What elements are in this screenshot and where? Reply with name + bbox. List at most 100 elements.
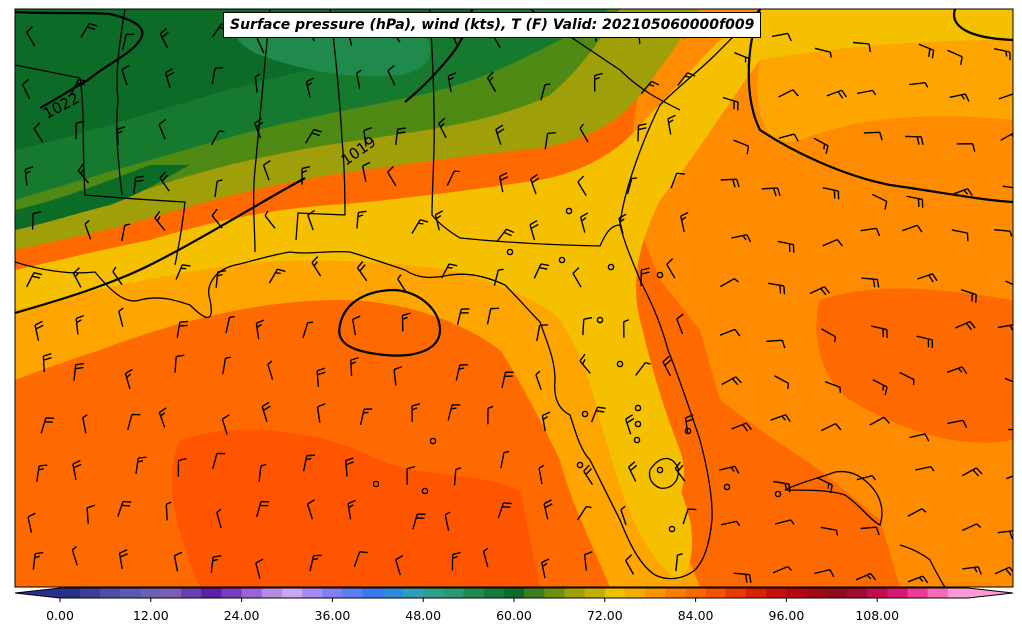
wind-barb — [118, 549, 129, 570]
wind-barb — [947, 419, 968, 429]
calm-wind-circle — [565, 207, 573, 215]
wind-barb — [124, 368, 133, 390]
wind-barb — [387, 165, 397, 187]
wind-barb — [997, 530, 1013, 540]
colorbar-segment — [281, 588, 303, 598]
colorbar-segment — [826, 588, 848, 598]
isobars — [15, 9, 1013, 357]
colorbar-segment — [261, 588, 283, 598]
wind-barb — [620, 505, 627, 526]
colorbar-tick-label: 36.00 — [315, 608, 351, 623]
map-border — [14, 8, 1014, 588]
wind-barb — [500, 450, 510, 469]
wind-barb — [356, 210, 367, 229]
wind-barb — [822, 187, 840, 200]
calm-wind-circle — [372, 480, 380, 488]
colorbar-tick-label: 24.00 — [224, 608, 260, 623]
colorbar-segment — [463, 588, 485, 598]
wind-barb — [347, 499, 356, 520]
wind-barb — [947, 49, 963, 66]
calm-wind-circle — [576, 461, 584, 469]
colorbar-extend-high — [968, 588, 1013, 598]
calm-wind-circle — [774, 490, 782, 498]
wind-barb — [993, 48, 1011, 61]
wind-barb — [579, 353, 591, 374]
wind-barb — [720, 278, 739, 288]
wind-barb — [899, 371, 915, 385]
wind-barb — [25, 271, 43, 288]
wind-barb — [397, 274, 407, 293]
wind-barb — [411, 403, 421, 422]
wind-barb — [906, 195, 924, 208]
colorbar-segment — [201, 588, 222, 598]
colorbar-segment — [806, 588, 828, 598]
wind-barb — [773, 480, 791, 493]
wind-barb — [721, 376, 742, 386]
wind-barb — [813, 137, 829, 155]
wind-barb — [434, 210, 444, 231]
wind-barb — [1002, 185, 1013, 190]
wind-barb — [77, 163, 90, 184]
wind-barb — [676, 313, 684, 335]
wind-barb — [258, 463, 267, 482]
wind-barb — [344, 457, 355, 477]
wind-barb — [540, 83, 551, 101]
wind-barb — [212, 452, 226, 470]
calm-wind-circle — [684, 427, 692, 435]
wind-barb — [809, 286, 831, 296]
wind-barb — [356, 69, 362, 89]
calm-wind-circle — [607, 263, 615, 271]
wind-barb — [21, 78, 31, 100]
wind-barb — [80, 22, 98, 38]
wind-barb — [731, 234, 752, 243]
wind-barb — [579, 123, 589, 143]
wind-barb — [116, 126, 126, 146]
wind-barb — [254, 73, 261, 93]
wind-barb — [855, 572, 877, 581]
colorbar-segment — [786, 588, 808, 598]
wind-barb — [734, 52, 750, 67]
wind-barb — [135, 456, 147, 474]
wind-barb — [640, 267, 650, 287]
wind-barb — [960, 289, 977, 303]
wind-barb — [411, 219, 429, 234]
wind-barb — [305, 77, 315, 98]
wind-barb — [210, 130, 225, 146]
wind-barb — [164, 67, 175, 89]
wind-barb — [674, 461, 686, 482]
wind-barb — [122, 33, 135, 51]
wind-barb — [916, 335, 934, 349]
wind-barb — [306, 499, 315, 520]
wind-barb — [496, 228, 515, 243]
wind-barb — [667, 114, 676, 135]
wind-barb — [533, 263, 550, 279]
colorbar-segment — [362, 588, 384, 598]
colorbar-segment — [140, 588, 162, 598]
wind-barb — [822, 238, 843, 247]
wind-barb — [33, 122, 44, 143]
wind-barb — [909, 82, 929, 88]
wind-barb — [72, 267, 82, 288]
wind-barb — [994, 566, 1013, 576]
wind-barb — [27, 512, 36, 533]
wind-barb — [24, 166, 34, 186]
wind-barb — [918, 43, 935, 59]
wind-barb — [915, 465, 935, 472]
colorbar-segment — [645, 588, 666, 598]
wind-barb — [949, 93, 970, 102]
wind-barb — [211, 208, 223, 229]
wind-barb — [71, 545, 78, 566]
colorbar-tick-label: 84.00 — [678, 608, 714, 623]
wind-barb — [75, 120, 85, 140]
colorbar-segment — [867, 588, 888, 598]
map-title: Surface pressure (hPa), wind (kts), T (F… — [223, 12, 762, 38]
wind-barb — [127, 413, 141, 431]
wind-barb — [543, 499, 553, 520]
wind-barb — [577, 175, 587, 196]
wind-barb — [255, 319, 265, 340]
wind-barb — [579, 212, 589, 233]
colorbar-segment — [907, 588, 929, 598]
wind-barb — [267, 360, 274, 380]
wind-barb — [32, 551, 44, 570]
